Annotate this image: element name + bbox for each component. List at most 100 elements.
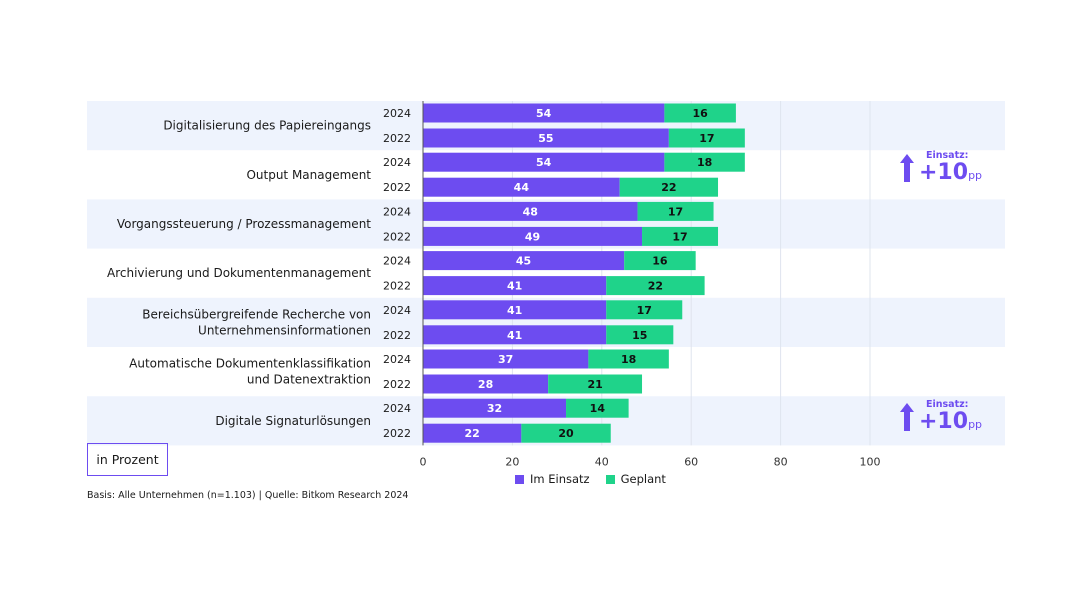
value-label: 41 [507,329,522,342]
value-label: 55 [538,132,553,145]
category-label: Digitale Signaturlösungen [215,414,371,428]
legend-item-planned: Geplant [605,472,666,486]
year-label: 2024 [383,255,411,268]
x-tick-label: 60 [684,455,698,468]
x-tick-label: 100 [860,455,881,468]
unit-label: in Prozent [87,443,168,476]
legend-swatch-planned [605,474,615,484]
callout-value-wrap: +10pp [919,161,982,188]
year-label: 2024 [383,107,411,120]
value-label: 20 [558,427,574,440]
footnote: Basis: Alle Unternehmen (n=1.103) | Quel… [87,490,409,501]
bar-planned [619,177,719,197]
x-tick-label: 0 [420,455,427,468]
year-label: 2024 [383,402,411,415]
value-label: 18 [697,156,712,169]
value-label: 48 [523,205,538,218]
x-axis: 0 20 40 60 80 100 [420,101,881,468]
value-label: 17 [668,205,683,218]
category-label: Automatische Dokumentenklassifikation und… [129,357,371,387]
value-label: 22 [465,427,480,440]
arrow-up-icon [900,403,914,431]
bar-in-use [423,251,625,271]
bar-planned [664,152,745,172]
bar-planned [642,226,719,246]
legend-swatch-in-use [515,474,524,484]
category-label: Output Management [246,168,371,182]
value-label: 17 [672,230,687,243]
bar-in-use [423,325,607,345]
callout-unit: pp [968,418,983,431]
callout-value: +10 [919,160,969,185]
value-label: 54 [536,156,552,169]
value-label: 22 [648,280,663,293]
value-label: 41 [507,304,522,317]
x-tick-label: 80 [774,455,788,468]
value-label: 17 [699,132,714,145]
callout-value: +10 [919,409,969,434]
x-tick-label: 20 [505,455,519,468]
bar-in-use [423,152,665,172]
year-label: 2022 [383,280,411,293]
value-label: 14 [590,402,606,415]
legend-label-planned: Geplant [620,472,666,486]
bar-in-use [423,398,567,418]
bar-planned [521,423,611,443]
callout-output-management: Einsatz: +10pp [900,150,990,190]
bar-in-use [423,226,643,246]
callout-digitale-signatur: Einsatz: +10pp [900,399,990,439]
value-label: 44 [514,181,530,194]
callout-unit: pp [968,169,983,182]
value-label: 28 [478,378,493,391]
x-tick-label: 40 [595,455,609,468]
value-label: 18 [621,353,636,366]
bar-planned [668,128,745,148]
arrow-up-icon [900,154,914,182]
value-label: 16 [652,255,668,268]
bars [423,103,745,443]
bar-in-use [423,201,638,221]
bar-in-use [423,128,669,148]
value-label: 17 [637,304,652,317]
bar-in-use [423,374,549,394]
value-label: 16 [692,107,708,120]
category-label: Digitalisierung des Papiereingangs [163,119,371,133]
legend-label-in-use: Im Einsatz [530,472,590,486]
value-label: 37 [498,353,513,366]
callout-label: Einsatz: [926,150,969,161]
bar-planned [624,251,696,271]
bar-planned [548,374,643,394]
year-label: 2022 [383,378,411,391]
category-label: Archivierung und Dokumentenmanagement [107,266,371,280]
bar-planned [637,201,714,221]
value-label: 45 [516,255,531,268]
bar-planned [664,103,736,123]
year-label: 2022 [383,181,411,194]
bar-planned [606,276,705,296]
bar-in-use [423,276,607,296]
bar-in-use [423,423,522,443]
labels: Digitalisierung des Papiereingangs 2024 54… [107,107,714,440]
gridlines [511,101,871,446]
bar-planned [606,300,683,320]
year-label: 2024 [383,205,411,218]
bar-planned [566,398,629,418]
year-label: 2024 [383,304,411,317]
value-label: 21 [587,378,602,391]
year-label: 2024 [383,353,411,366]
year-label: 2024 [383,156,411,169]
year-label: 2022 [383,230,411,243]
category-label: Bereichsübergreifende Recherche von Unter… [142,307,371,337]
legend-item-in-use: Im Einsatz [515,472,590,486]
value-label: 32 [487,402,502,415]
value-label: 15 [632,329,647,342]
category-label: Vorgangssteuerung / Prozessmanagement [117,217,371,231]
bar-in-use [423,300,607,320]
callout-label: Einsatz: [926,399,969,410]
year-label: 2022 [383,132,411,145]
bar-in-use [423,103,665,123]
legend: Im Einsatz Geplant [515,472,666,486]
bar-in-use [423,349,589,369]
value-label: 49 [525,230,540,243]
